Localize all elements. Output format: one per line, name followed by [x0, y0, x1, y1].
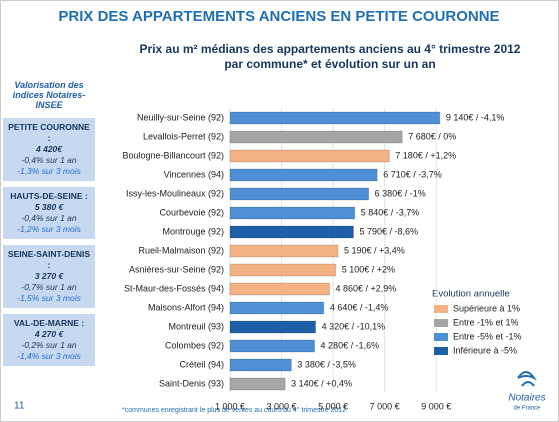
index-name: HAUTS-DE-SEINE :: [10, 191, 88, 201]
value-label: 4 320€ / -10,1%: [322, 321, 386, 331]
logo-text: Notaires: [508, 393, 545, 404]
logo-subtext: de France: [513, 406, 541, 412]
index-quarter: -1,3% sur 3 mois: [17, 166, 81, 176]
y-tick-label: Rueil-Malmaison (92): [138, 245, 224, 255]
index-name: PETITE COURONNE :: [8, 122, 90, 143]
bar: [229, 377, 286, 391]
y-tick-label: Vincennes (94): [164, 169, 224, 179]
bar: [229, 168, 378, 182]
bar: [229, 244, 339, 258]
index-price: 4 270 €: [34, 329, 64, 339]
index-quarter: -1,4% sur 3 mois: [17, 351, 81, 361]
title: PRIX DES APPARTEMENTS ANCIENS EN PETITE …: [58, 8, 499, 25]
legend-label: Inférieure à -5%: [453, 345, 517, 355]
y-tick-label: Courbevoie (92): [159, 207, 224, 217]
x-tick-label: 5 000 €: [318, 401, 348, 411]
legend-label: Entre -5% et -1%: [453, 331, 522, 341]
bar: [229, 225, 354, 239]
value-label: 6 380€ / -1%: [375, 188, 426, 198]
legend-swatch: [434, 319, 448, 327]
value-label: 3 140€ / +0,4%: [291, 378, 352, 388]
page-number: 11: [14, 401, 25, 412]
index-price: 5 380 €: [34, 202, 64, 212]
logo-mark: [517, 371, 537, 387]
index-box: HAUTS-DE-SEINE :5 380 € -0,4% sur 1 an -1,…: [3, 187, 95, 239]
bar: [229, 130, 403, 144]
legend-swatch: [434, 347, 448, 355]
value-label: 6 710€ / -3,7%: [383, 169, 442, 179]
bar: [229, 149, 390, 163]
bar: [229, 187, 370, 201]
index-box: PETITE COURONNE :4 420€ -0,4% sur 1 an -1,…: [3, 118, 95, 181]
bar: [229, 263, 337, 277]
y-tick-label: Levallois-Perret (92): [143, 131, 224, 141]
value-label: 4 640€ / -1,4%: [330, 302, 389, 312]
subtitle: par commune* et évolution sur un an: [224, 57, 435, 71]
bar: [229, 339, 316, 353]
y-tick-label: Asnières-sur-Seine (92): [129, 264, 224, 274]
index-year: -0,4% sur 1 an: [21, 213, 77, 223]
bar: [229, 301, 325, 315]
y-tick-label: Montrouge (92): [162, 226, 224, 236]
value-label: 5 790€ / -8,6%: [359, 226, 418, 236]
y-tick-label: Issy-les-Moulineaux (92): [126, 188, 224, 198]
y-tick-label: Colombes (92): [165, 340, 224, 350]
index-name: SEINE-SAINT-DENIS :: [7, 249, 91, 270]
y-tick-label: Maisons-Alfort (94): [148, 302, 224, 312]
index-year: -0,2% sur 1 an: [21, 340, 77, 350]
subtitle: Prix au m² médians des appartements anci…: [140, 42, 521, 56]
index-quarter: -1,5% sur 3 mois: [17, 293, 81, 303]
value-label: 4 280€ / -1,6%: [321, 340, 380, 350]
sidebar-title: Valorisation des indices Notaires-INSEE: [12, 80, 86, 110]
y-tick-label: Saint-Denis (93): [159, 378, 224, 388]
index-name: VAL-DE-MARNE :: [13, 318, 85, 328]
y-tick-label: Boulogne-Billancourt (92): [122, 150, 224, 160]
index-year: -0,4% sur 1 an: [21, 155, 77, 165]
legend-label: Supérieure à 1%: [453, 303, 520, 313]
legend-swatch: [434, 333, 448, 341]
value-label: 7 680€ / 0%: [408, 131, 456, 141]
x-tick-label: 9 000 €: [421, 401, 451, 411]
x-tick-label: 7 000 €: [370, 401, 400, 411]
value-label: 7 180€ / +1,2%: [395, 150, 456, 160]
value-label: 9 140€ / -4,1%: [446, 112, 505, 122]
value-label: 5 190€ / +3,4%: [344, 245, 405, 255]
index-price: 3 270 €: [34, 271, 64, 281]
legend-label: Entre -1% et 1%: [453, 317, 519, 327]
index-box: SEINE-SAINT-DENIS :3 270 € -0,7% sur 1 an…: [3, 245, 95, 308]
bar: [229, 320, 317, 334]
bar: [229, 111, 441, 125]
y-tick-label: Créteil (94): [179, 359, 224, 369]
index-quarter: -1,2% sur 3 mois: [17, 224, 81, 234]
index-year: -0,7% sur 1 an: [21, 282, 77, 292]
footnote: *communes enregistrant le plus de ventes…: [122, 406, 346, 414]
x-tick-label: 1 000 €: [215, 401, 245, 411]
legend-swatch: [434, 305, 448, 313]
index-price: 4 420€: [36, 144, 62, 154]
legend-title: Evolution annuelle: [432, 289, 510, 300]
sidebar: Valorisation des indices Notaires-INSEE …: [3, 80, 95, 372]
y-tick-label: St-Maur-des-Fossés (94): [124, 283, 224, 293]
value-label: 5 840€ / -3,7%: [361, 207, 420, 217]
bar: [229, 282, 331, 296]
x-tick-label: 3 000 €: [267, 401, 297, 411]
bar: [229, 358, 292, 372]
index-box: VAL-DE-MARNE :4 270 € -0,2% sur 1 an -1,4%…: [3, 314, 95, 366]
value-label: 5 100€ / +2%: [342, 264, 395, 274]
bar: [229, 206, 356, 220]
value-label: 3 380€ / -3,5%: [297, 359, 356, 369]
y-tick-label: Neuilly-sur-Seine (92): [137, 112, 224, 122]
y-tick-label: Montreuil (93): [168, 321, 224, 331]
value-label: 4 860€ / +2,9%: [336, 283, 397, 293]
